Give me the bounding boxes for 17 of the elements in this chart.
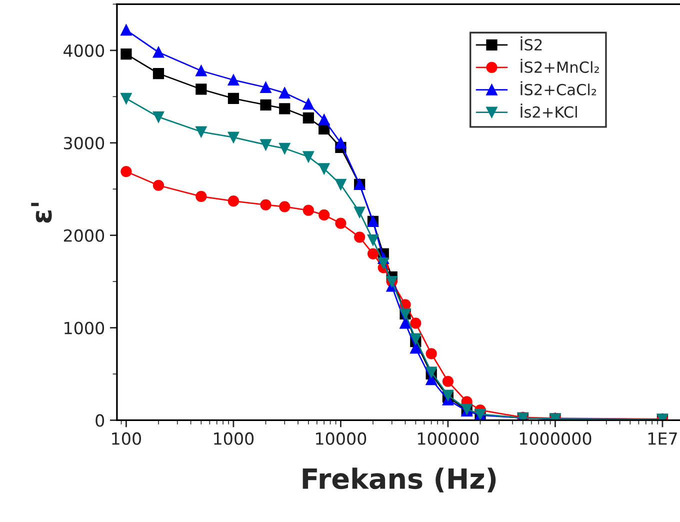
legend-label: İS2+CaCl₂ xyxy=(520,81,596,96)
x-tick-label: 100000 xyxy=(418,432,479,445)
x-tick-label: 100 xyxy=(112,432,142,445)
x-tick-label: 1000 xyxy=(214,432,254,445)
x-tick-label: 1E7 xyxy=(648,432,677,445)
legend-label: İs2+KCl xyxy=(520,104,577,118)
y-tick-label: 0 xyxy=(96,414,104,427)
y-tick-label: 4000 xyxy=(64,44,104,57)
legend-label: İS2+MnCl₂ xyxy=(520,58,599,73)
legend-label: İS2 xyxy=(520,36,542,51)
y-axis-title: ε' xyxy=(31,202,52,223)
x-axis-title: Frekans (Hz) xyxy=(302,468,496,492)
x-tick-label: 10000 xyxy=(316,432,366,445)
y-tick-label: 2000 xyxy=(64,229,104,242)
x-tick-label: 1000000 xyxy=(520,432,592,445)
y-tick-label: 3000 xyxy=(64,136,104,150)
y-tick-label: 1000 xyxy=(64,322,104,334)
